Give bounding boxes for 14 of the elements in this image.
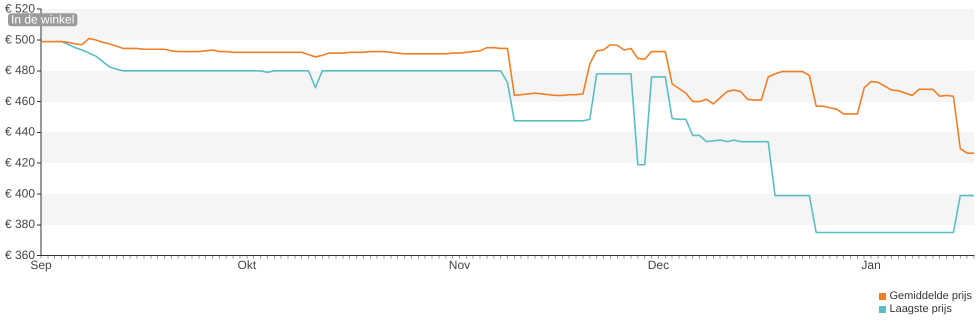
x-tick-label: Nov <box>448 258 470 272</box>
y-tick-label: € 400 <box>4 186 36 200</box>
annotation: In de winkel <box>11 12 74 27</box>
x-tick-label: Dec <box>648 258 670 272</box>
y-tick-label: € 420 <box>4 156 36 170</box>
x-tick-label: Okt <box>237 258 257 272</box>
legend-label: Gemiddelde prijs <box>889 290 972 303</box>
y-tick-label: € 440 <box>4 124 36 139</box>
y-tick-label: € 460 <box>4 94 36 108</box>
legend-label: Laagste prijs <box>889 303 952 316</box>
y-tick-label: € 500 <box>4 32 36 46</box>
y-tick-label: € 380 <box>4 217 36 232</box>
y-tick-label: € 480 <box>4 63 36 78</box>
x-tick-label: Jan <box>861 258 881 272</box>
